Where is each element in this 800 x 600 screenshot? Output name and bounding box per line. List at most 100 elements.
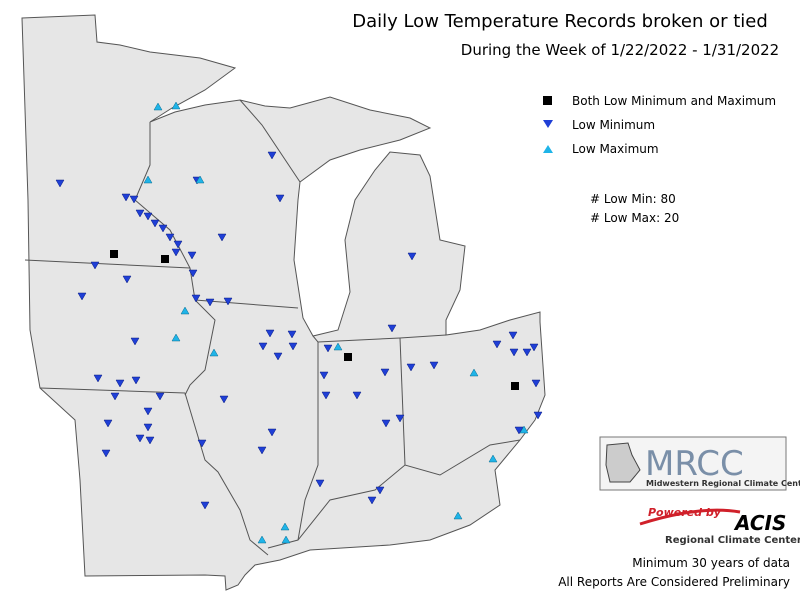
low-min-marker — [205, 298, 215, 307]
title: Daily Low Temperature Records broken or … — [352, 11, 768, 32]
low-min-marker — [200, 501, 210, 510]
low-min-marker — [171, 248, 181, 257]
low-min-marker — [367, 496, 377, 505]
state-border — [39, 387, 186, 394]
low-max-marker — [280, 522, 290, 531]
low-max-marker — [469, 368, 479, 377]
low-min-marker — [77, 292, 87, 301]
state-border — [267, 439, 521, 549]
low-min-marker — [188, 269, 198, 278]
low-min-marker — [129, 195, 139, 204]
state-border — [399, 337, 406, 466]
low-min-marker — [288, 342, 298, 351]
low-min-marker — [121, 193, 131, 202]
acis-name: Regional Climate Centers — [665, 535, 800, 546]
low-min-marker — [223, 297, 233, 306]
legend-up — [543, 145, 553, 153]
low-min-marker — [143, 423, 153, 432]
footer-note: Minimum 30 years of data — [632, 556, 790, 570]
low-min-marker — [267, 151, 277, 160]
low-min-marker — [103, 419, 113, 428]
low-min-marker — [352, 391, 362, 400]
low-min-marker — [258, 342, 268, 351]
low-min-marker — [267, 428, 277, 437]
both-marker — [511, 382, 519, 390]
low-min-marker — [429, 361, 439, 370]
low-min-marker — [191, 294, 201, 303]
low-min-marker — [197, 439, 207, 448]
legend-label: Low Maximum — [572, 142, 659, 156]
low-min-marker — [219, 395, 229, 404]
low-max-marker — [153, 102, 163, 111]
low-min-marker — [531, 379, 541, 388]
legend-down — [543, 120, 553, 128]
low-min-marker — [115, 379, 125, 388]
low-max-marker — [453, 511, 463, 520]
low-min-marker — [135, 209, 145, 218]
low-min-marker — [165, 233, 175, 242]
low-min-marker — [387, 324, 397, 333]
low-min-marker — [155, 392, 165, 401]
low-min-marker — [522, 348, 532, 357]
region-land — [21, 14, 546, 591]
low-min-marker — [135, 434, 145, 443]
low-min-marker — [508, 331, 518, 340]
low-min-marker — [187, 251, 197, 260]
low-max-marker — [171, 333, 181, 342]
low-min-marker — [323, 344, 333, 353]
state-border — [134, 122, 216, 396]
both-marker — [344, 353, 352, 361]
low-min-marker — [381, 419, 391, 428]
state-border — [24, 259, 191, 269]
low-max-marker — [257, 535, 267, 544]
low-min-marker — [287, 330, 297, 339]
low-min-marker — [131, 376, 141, 385]
low-min-marker — [533, 411, 543, 420]
both-marker — [110, 250, 118, 258]
low-max-marker — [519, 425, 529, 434]
low-max-marker — [171, 101, 181, 110]
low-min-marker — [122, 275, 132, 284]
low-min-marker — [110, 392, 120, 401]
low-min-marker — [93, 374, 103, 383]
low-max-marker — [488, 454, 498, 463]
low-min-marker — [145, 436, 155, 445]
acis-text: ACIS — [733, 511, 786, 535]
low-min-marker — [143, 407, 153, 416]
both-marker — [161, 255, 169, 263]
low-min-marker — [158, 224, 168, 233]
low-max-marker — [281, 535, 291, 544]
legend-label: Both Low Minimum and Maximum — [572, 94, 776, 108]
low-min-marker — [273, 352, 283, 361]
mrcc-name: Midwestern Regional Climate Center — [646, 479, 800, 488]
low-min-marker — [375, 486, 385, 495]
low-min-marker — [275, 194, 285, 203]
low-min-marker — [257, 446, 267, 455]
low-min-marker — [173, 240, 183, 249]
low-min-marker — [406, 363, 416, 372]
legend-square — [543, 96, 552, 105]
low-min-marker — [150, 219, 160, 228]
low-min-marker — [265, 329, 275, 338]
low-min-marker — [321, 391, 331, 400]
low-min-marker — [492, 340, 502, 349]
low-min-marker — [509, 348, 519, 357]
low-min-marker — [101, 449, 111, 458]
low-max-marker — [195, 175, 205, 184]
low-min-marker — [380, 368, 390, 377]
low-min-marker — [90, 261, 100, 270]
low-max-marker — [143, 175, 153, 184]
low-min-marker — [407, 252, 417, 261]
stat: # Low Min: 80 — [590, 192, 676, 206]
state-border — [184, 392, 269, 556]
low-min-marker — [319, 371, 329, 380]
low-min-marker — [529, 343, 539, 352]
legend-label: Low Minimum — [572, 118, 655, 132]
logo-map — [605, 442, 641, 483]
low-max-marker — [209, 348, 219, 357]
stat: # Low Max: 20 — [590, 211, 679, 225]
low-min-marker — [395, 414, 405, 423]
state-border — [297, 335, 319, 541]
low-min-marker — [315, 479, 325, 488]
